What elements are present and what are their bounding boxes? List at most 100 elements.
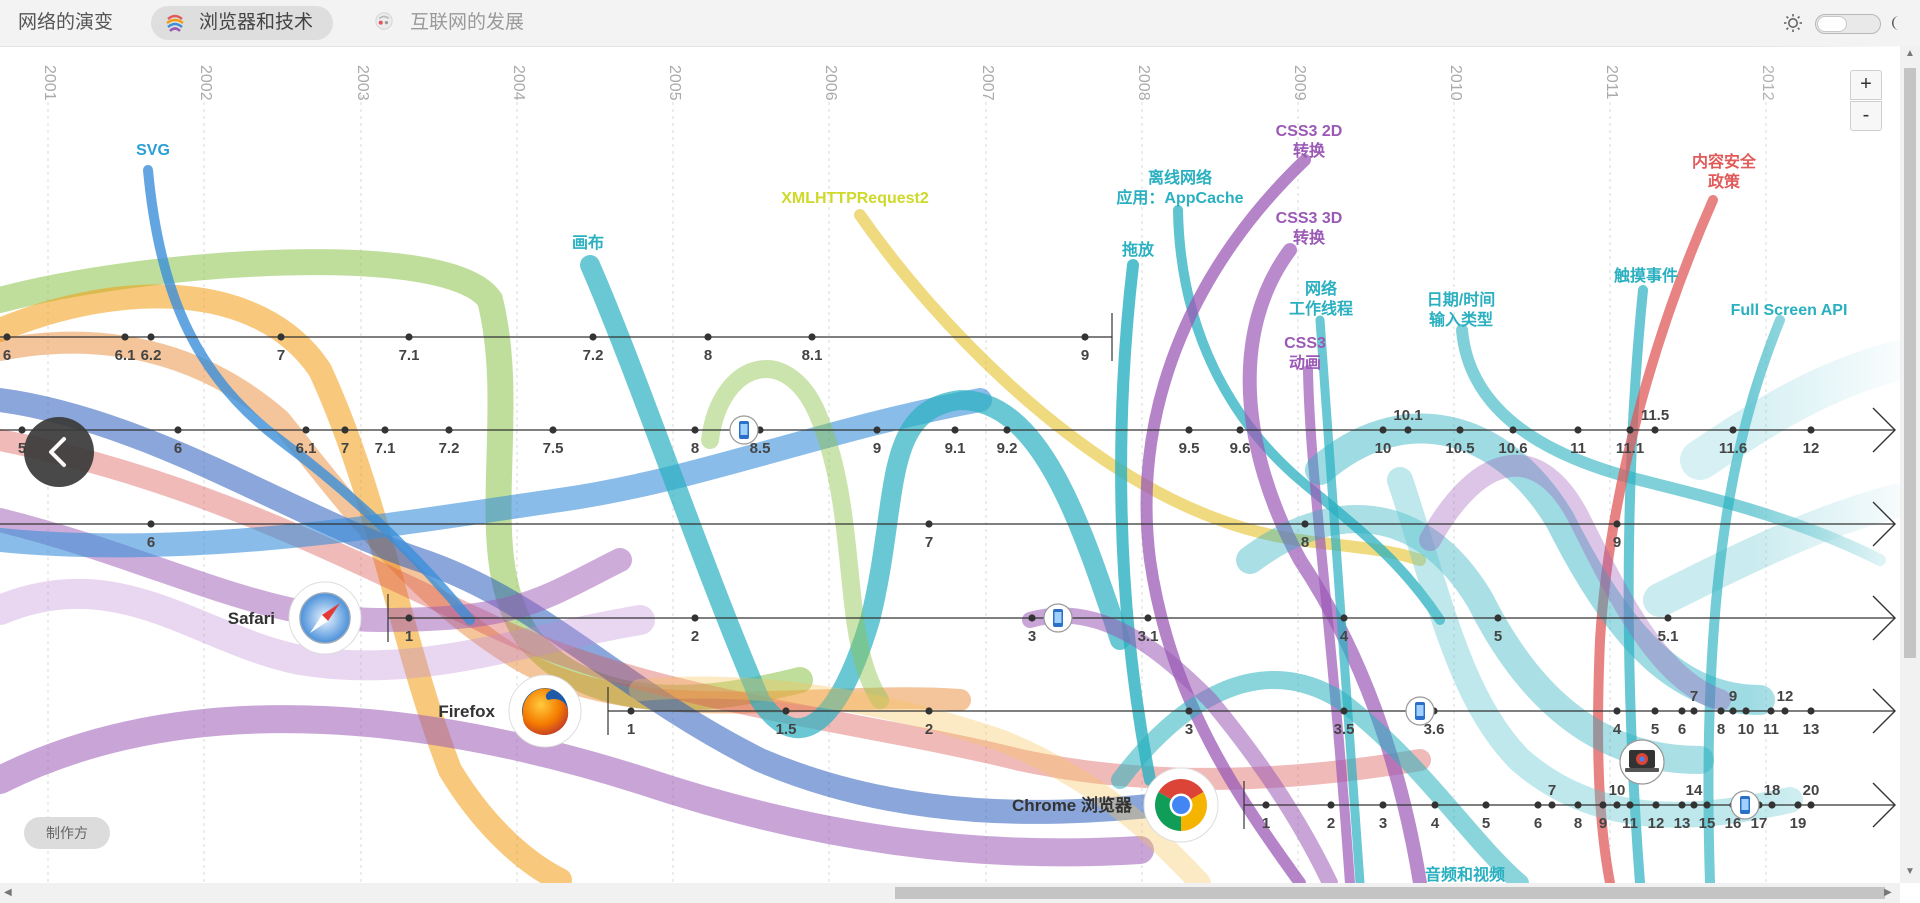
version-dot[interactable]	[1768, 801, 1776, 809]
version-dot[interactable]	[302, 426, 310, 434]
version-dot[interactable]	[1678, 707, 1686, 715]
mobile-phone-icon[interactable]	[1405, 696, 1435, 726]
version-dot[interactable]	[1327, 801, 1335, 809]
version-dot[interactable]	[18, 426, 26, 434]
version-dot[interactable]	[1651, 707, 1659, 715]
credits-button[interactable]: 制作方	[24, 817, 110, 849]
version-dot[interactable]	[1340, 707, 1348, 715]
version-dot[interactable]	[1494, 614, 1502, 622]
version-dot[interactable]	[1690, 801, 1698, 809]
version-dot[interactable]	[1482, 801, 1490, 809]
zoom-in-button[interactable]: +	[1850, 70, 1882, 100]
safari-logo-icon[interactable]	[288, 581, 362, 655]
tech-label-date-input[interactable]: 日期/时间输入类型	[1427, 290, 1495, 329]
tech-label-drag-drop[interactable]: 拖放	[1122, 240, 1155, 259]
version-dot[interactable]	[1767, 707, 1775, 715]
tech-label-web-workers[interactable]: 网络工作线程	[1289, 279, 1353, 318]
tech-label-canvas[interactable]: 画布	[572, 233, 604, 252]
version-dot[interactable]	[1626, 801, 1634, 809]
version-dot[interactable]	[1717, 707, 1725, 715]
vertical-scrollbar[interactable]: ▲ ▼	[1900, 46, 1920, 883]
version-dot[interactable]	[627, 707, 635, 715]
version-dot[interactable]	[277, 333, 285, 341]
back-button[interactable]	[24, 417, 94, 487]
version-dot[interactable]	[704, 333, 712, 341]
version-dot[interactable]	[1652, 801, 1660, 809]
version-dot[interactable]	[1185, 426, 1193, 434]
version-dot[interactable]	[1028, 614, 1036, 622]
version-dot[interactable]	[1678, 801, 1686, 809]
scroll-up-icon[interactable]: ▲	[1905, 48, 1915, 59]
version-dot[interactable]	[1236, 426, 1244, 434]
version-dot[interactable]	[147, 520, 155, 528]
version-dot[interactable]	[1262, 801, 1270, 809]
version-dot[interactable]	[341, 426, 349, 434]
version-dot[interactable]	[174, 426, 182, 434]
version-dot[interactable]	[1185, 707, 1193, 715]
version-dot[interactable]	[1456, 426, 1464, 434]
moon-icon[interactable]	[1888, 13, 1902, 33]
version-dot[interactable]	[445, 426, 453, 434]
zoom-out-button[interactable]: -	[1850, 101, 1882, 131]
tech-label-svg[interactable]: SVG	[136, 142, 170, 159]
version-dot[interactable]	[1807, 707, 1815, 715]
mobile-phone-icon[interactable]	[1043, 603, 1073, 633]
vertical-scroll-thumb[interactable]	[1904, 68, 1916, 658]
version-dot[interactable]	[1807, 801, 1815, 809]
version-dot[interactable]	[1301, 520, 1309, 528]
version-dot[interactable]	[3, 333, 11, 341]
tech-label-appcache[interactable]: 离线网络应用：AppCache	[1116, 168, 1243, 207]
version-dot[interactable]	[405, 333, 413, 341]
version-dot[interactable]	[1781, 707, 1789, 715]
scroll-down-icon[interactable]: ▼	[1905, 866, 1915, 877]
version-dot[interactable]	[951, 426, 959, 434]
tech-label-css3-2d[interactable]: CSS3 2D 转换	[1276, 123, 1343, 160]
version-dot[interactable]	[549, 426, 557, 434]
version-dot[interactable]	[1340, 614, 1348, 622]
version-dot[interactable]	[1742, 707, 1750, 715]
version-dot[interactable]	[691, 426, 699, 434]
version-dot[interactable]	[147, 333, 155, 341]
version-dot[interactable]	[1509, 426, 1517, 434]
version-dot[interactable]	[1613, 707, 1621, 715]
browser-timeline-chart[interactable]: 2001 2002 2003 2004 2005 2006 2007 2008 2009 2010…	[0, 46, 1900, 883]
version-dot[interactable]	[1613, 801, 1621, 809]
version-dot[interactable]	[1574, 426, 1582, 434]
laptop-icon[interactable]	[1619, 739, 1665, 785]
version-dot[interactable]	[1379, 426, 1387, 434]
nav-internet-link[interactable]: 互联网的发展	[374, 0, 524, 46]
version-dot[interactable]	[1626, 426, 1634, 434]
version-dot[interactable]	[1651, 426, 1659, 434]
tech-label-css3-3d[interactable]: CSS3 3D 转换	[1276, 210, 1343, 247]
version-dot[interactable]	[1431, 801, 1439, 809]
version-dot[interactable]	[1729, 426, 1737, 434]
version-dot[interactable]	[1664, 614, 1672, 622]
version-dot[interactable]	[121, 333, 129, 341]
version-dot[interactable]	[1599, 801, 1607, 809]
version-dot[interactable]	[1807, 426, 1815, 434]
version-dot[interactable]	[1574, 801, 1582, 809]
version-dot[interactable]	[1003, 426, 1011, 434]
version-dot[interactable]	[691, 614, 699, 622]
version-dot[interactable]	[405, 614, 413, 622]
version-dot[interactable]	[589, 333, 597, 341]
version-dot[interactable]	[1404, 426, 1412, 434]
horizontal-scrollbar[interactable]: ◀ ▶	[0, 883, 1900, 903]
version-dot[interactable]	[1379, 801, 1387, 809]
version-dot[interactable]	[1534, 801, 1542, 809]
tech-label-fullscreen[interactable]: Full Screen API	[1731, 302, 1848, 319]
version-dot[interactable]	[925, 707, 933, 715]
firefox-logo-icon[interactable]	[508, 674, 582, 748]
version-dot[interactable]	[1081, 333, 1089, 341]
tech-label-touch[interactable]: 触摸事件	[1613, 266, 1678, 285]
nav-evolution-link[interactable]: 网络的演变	[18, 12, 114, 33]
version-dot[interactable]	[1613, 520, 1621, 528]
theme-toggle[interactable]	[1815, 14, 1881, 34]
tech-label-audio-video[interactable]: 音频和视频	[1425, 865, 1505, 883]
version-dot[interactable]	[1729, 707, 1737, 715]
tech-label-csp[interactable]: 内容安全政策	[1692, 152, 1757, 191]
version-dot[interactable]	[873, 426, 881, 434]
version-dot[interactable]	[1690, 707, 1698, 715]
version-dot[interactable]	[782, 707, 790, 715]
mobile-phone-icon[interactable]	[1730, 790, 1760, 820]
